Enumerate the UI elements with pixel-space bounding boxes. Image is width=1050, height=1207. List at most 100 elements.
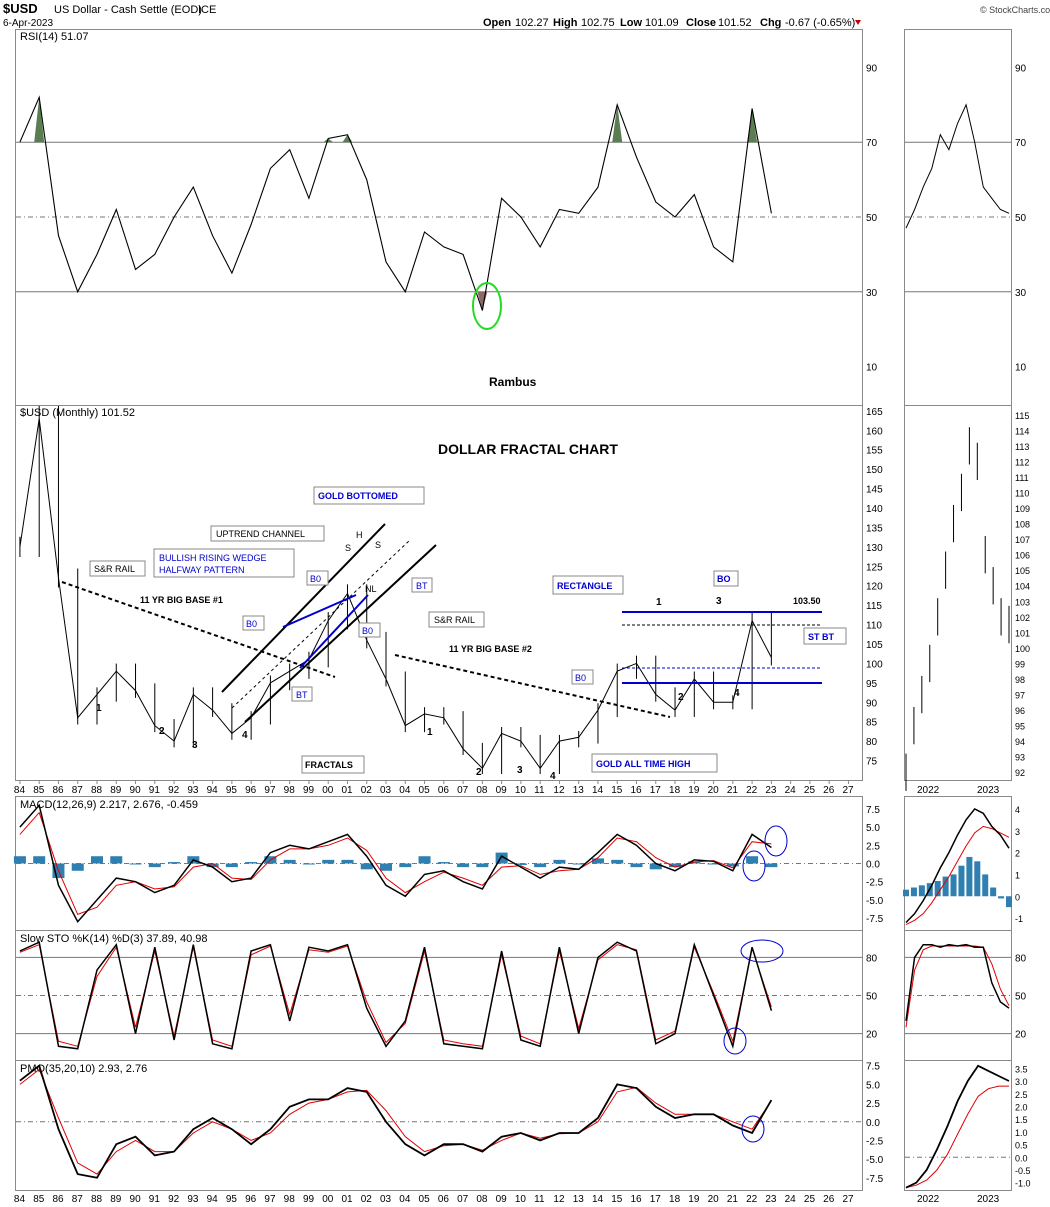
x-tick-label: 95 [226, 785, 238, 796]
macd-histogram-bar [148, 863, 161, 868]
side-price-tick: 93 [1015, 753, 1025, 763]
macd-signal-line [19, 811, 772, 916]
macd-histogram-bar [245, 862, 258, 864]
side-rsi-line [905, 103, 1010, 229]
plotted-marks: 9070503010165160155150145140135130125120… [13, 63, 1031, 1205]
macd-histogram-bar [302, 863, 315, 865]
macd-histogram-bar [457, 863, 470, 868]
wedge-label: BULLISH RISING WEDGE [159, 553, 267, 563]
x-tick-label-bottom: 25 [804, 1194, 816, 1205]
pmo-legend: PMO(35,20,10) 2.93, 2.76 [20, 1063, 147, 1075]
side-macd-histogram-bar [966, 856, 973, 897]
side-rsi-tick: 50 [1015, 213, 1027, 224]
rsi-tick-label: 50 [866, 213, 878, 224]
header-chg-label: Chg [760, 17, 781, 29]
side-price-tick: 111 [1015, 473, 1029, 483]
annotation-boxes: S&R RAIL S&R RAIL UPTREND CHANNEL BULLIS… [89, 486, 847, 774]
x-tick-label-bottom: 02 [361, 1194, 373, 1205]
side-price-frame [904, 405, 1012, 781]
x-tick-label-bottom: 96 [245, 1194, 257, 1205]
macd-histogram-bar [534, 863, 547, 868]
side-stoch-tick: 50 [1015, 992, 1027, 1003]
side-pmo-tick: 2.0 [1015, 1102, 1028, 1112]
macd-histogram-bar [630, 863, 643, 868]
header-close: 101.52 [718, 17, 752, 29]
side-macd-tick: -1 [1015, 914, 1023, 924]
x-tick-label-bottom: 90 [130, 1194, 142, 1205]
side-x-tick: 2022 [917, 785, 940, 796]
macd-histogram-bar [341, 859, 354, 864]
x-tick-label-bottom: 03 [380, 1194, 392, 1205]
x-tick-label: 02 [361, 785, 373, 796]
price-tick-label: 105 [866, 640, 883, 651]
side-price-tick: 95 [1015, 722, 1025, 732]
sr-rail-1-line [61, 581, 336, 678]
x-tick-label-bottom: 07 [457, 1194, 469, 1205]
price-tick-label: 125 [866, 562, 883, 573]
side-macd-histogram-bar [982, 874, 989, 897]
fractal-4b: 4 [550, 771, 556, 782]
uptrend-mid-line [231, 539, 411, 709]
side-macd-histogram-bar [1006, 896, 1012, 908]
side-price-tick: 104 [1015, 582, 1030, 592]
panel-frames [15, 29, 1012, 1191]
x-tick-label-bottom: 04 [399, 1194, 411, 1205]
price-tick-label: 160 [866, 426, 883, 437]
x-tick-label: 15 [611, 785, 623, 796]
macd-histogram-bar [399, 863, 412, 868]
price-tick-label: 145 [866, 485, 883, 496]
macd-histogram-bar [437, 862, 450, 864]
pmo-tick-label: 0.0 [866, 1118, 880, 1129]
b0-box-2 [306, 570, 329, 586]
bo-box [713, 570, 739, 587]
x-tick-label-bottom: 94 [207, 1194, 219, 1205]
side-macd-histogram-bar [910, 887, 917, 897]
side-macd-tick: 3 [1015, 827, 1020, 837]
x-tick-label: 24 [785, 785, 797, 796]
price-tick-label: 155 [866, 446, 883, 457]
header-close-label: Close [686, 17, 716, 29]
macd-tick-label: 0.0 [866, 860, 880, 871]
b0-label-1: B0 [246, 619, 257, 629]
pmo-tick-label: 5.0 [866, 1080, 880, 1091]
macd-histogram-bar [90, 856, 103, 864]
fractals-label: FRACTALS [305, 760, 353, 770]
price-tick-label: 120 [866, 582, 883, 593]
side-pmo-tick: -1.0 [1015, 1179, 1031, 1189]
rsi-annotation: Rambus [489, 375, 537, 389]
bt-box-2 [411, 577, 433, 593]
side-price-tick: 101 [1015, 628, 1030, 638]
sr-rail-2-label: S&R RAIL [434, 615, 475, 625]
price-tick-label: 75 [866, 757, 878, 768]
b0-label-4: B0 [575, 673, 586, 683]
stoch-k-line [19, 941, 773, 1050]
header-open-label: Open [483, 17, 511, 29]
price-tick-label: 130 [866, 543, 883, 554]
price-frame [15, 405, 863, 781]
x-tick-label: 23 [765, 785, 777, 796]
macd-histogram-bar [514, 863, 527, 865]
gold-ath-box [591, 753, 718, 773]
x-tick-label-bottom: 97 [264, 1194, 276, 1205]
macd-histogram-bar [283, 859, 296, 864]
side-price-tick: 97 [1015, 691, 1025, 701]
side-price-tick: 112 [1015, 457, 1029, 467]
x-tick-label-bottom: 99 [303, 1194, 315, 1205]
side-pmo-tick: 0.0 [1015, 1153, 1028, 1163]
side-macd-histogram-bar [903, 889, 909, 897]
macd-histogram-bar [726, 863, 739, 867]
price-tick-label: 110 [866, 621, 882, 632]
side-price-tick: 115 [1015, 411, 1029, 421]
x-tick-label-bottom: 92 [168, 1194, 180, 1205]
x-tick-label-bottom: 01 [341, 1194, 353, 1205]
b0-box-3 [358, 622, 381, 638]
side-macd-tick: 1 [1015, 870, 1020, 880]
wedge-box [153, 548, 295, 578]
x-tick-label: 84 [14, 785, 26, 796]
x-tick-label: 93 [187, 785, 199, 796]
fractal-numbers: 1 2 3 4 1 2 3 4 1 2 3 4 [96, 596, 740, 782]
macd-histogram-bar [13, 856, 26, 864]
macd-histogram-bar [669, 863, 682, 868]
x-tick-label: 86 [52, 785, 64, 796]
watermark: © StockCharts.com [980, 5, 1050, 15]
